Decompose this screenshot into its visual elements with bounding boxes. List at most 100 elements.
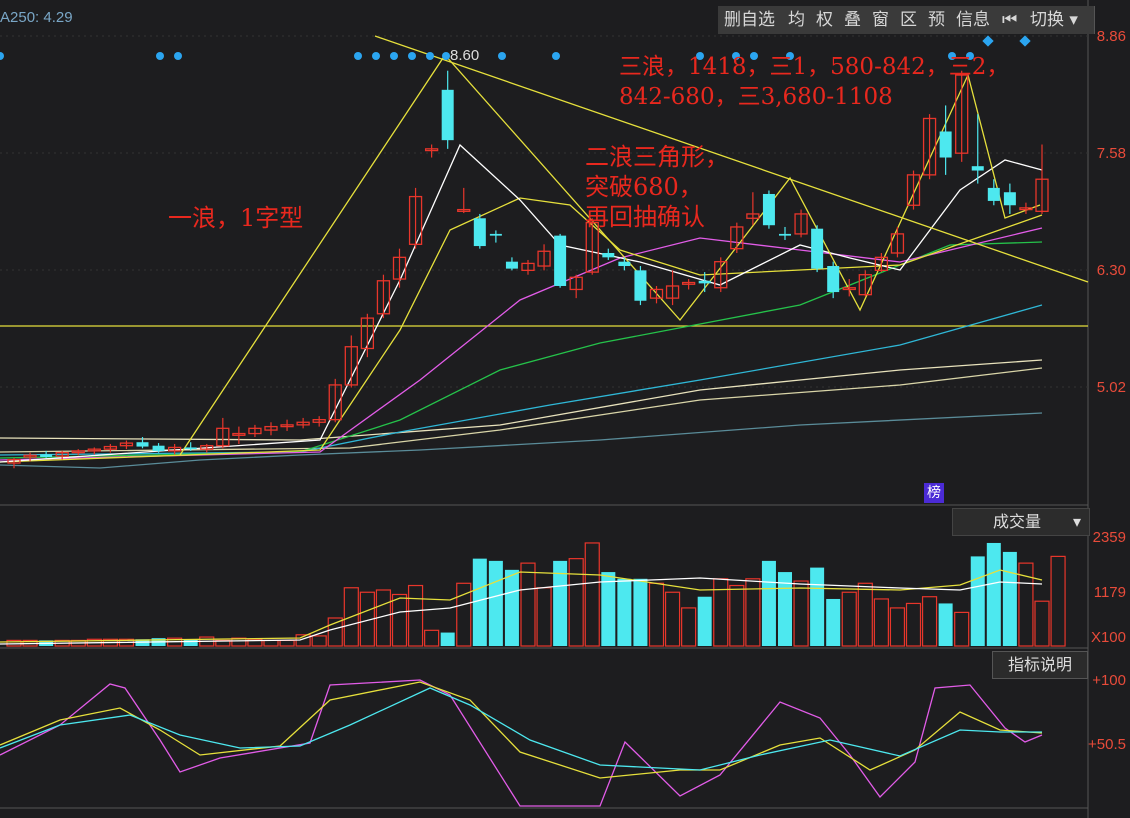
volume-bar (681, 607, 697, 647)
candle-body (698, 280, 711, 284)
volume-bar (793, 580, 809, 647)
volume-bar (311, 635, 327, 647)
candle-body (858, 274, 872, 296)
candle-body (87, 448, 101, 452)
indicator-k (0, 679, 1043, 807)
indicator-help-button[interactable]: 指标说明 (992, 651, 1088, 679)
candle-body (714, 261, 728, 289)
forecast-button[interactable]: 预 (922, 6, 952, 34)
candle-body (746, 213, 760, 219)
candle-body (119, 442, 134, 447)
signal-dot (426, 52, 434, 60)
candle-body (554, 235, 567, 286)
volume-bar (938, 603, 953, 646)
average-button[interactable]: 均 (782, 6, 812, 34)
ma-line (0, 412, 1043, 469)
signal-dot (156, 52, 164, 60)
candle-body (585, 221, 599, 273)
candle-body (167, 446, 182, 452)
candle-body (794, 213, 808, 235)
volume-bar (488, 560, 503, 646)
rights-button[interactable]: 权 (810, 6, 840, 34)
volume-bar (391, 593, 408, 647)
candle-body (328, 384, 342, 421)
signal-dot (0, 52, 4, 60)
candle-body (874, 256, 889, 272)
signal-dot (696, 52, 704, 60)
candle-body (827, 266, 840, 293)
rank-badge[interactable]: 榜 (924, 483, 944, 503)
candle-body (184, 447, 197, 450)
volume-bar (584, 542, 600, 647)
overlay-button[interactable]: 叠 (838, 6, 868, 34)
ma-line (0, 367, 1043, 453)
candle-body (40, 454, 53, 457)
candle-body (136, 442, 149, 447)
candle-body (71, 450, 85, 454)
volume-tick: 2359 (1092, 529, 1126, 546)
signal-dot (732, 52, 740, 60)
volume-tick: 1179 (1093, 584, 1126, 601)
candle-body (906, 174, 921, 206)
volume-ma (0, 569, 1043, 643)
switch-label: 切换 (1030, 10, 1064, 30)
volume-bar (472, 558, 487, 646)
signal-dot (442, 52, 450, 60)
candle-body (1003, 192, 1016, 206)
candle-body (216, 427, 230, 447)
ma250-label: A250: 4.29 (0, 9, 73, 26)
candle-body (665, 285, 680, 299)
volume-bar (617, 578, 632, 646)
signal-dot (354, 52, 362, 60)
candle-body (424, 148, 439, 152)
candle-body (730, 226, 744, 250)
candle-body (634, 270, 647, 301)
ma-line (0, 143, 1043, 463)
signal-dot (552, 52, 560, 60)
volume-bar (553, 560, 568, 646)
volume-bar (407, 584, 424, 647)
candle-body (344, 346, 358, 386)
volume-bar (247, 638, 263, 647)
wave2-annotation: 二浪三角形， 突破680， 再回抽确认 (585, 143, 729, 231)
candle-body (23, 454, 37, 458)
candle-body (955, 74, 969, 154)
indicator-tick: +100 (1092, 672, 1126, 689)
volume-bar (601, 572, 616, 646)
range-button[interactable]: 区 (894, 6, 924, 34)
volume-bar (873, 598, 889, 647)
volume-bar (183, 639, 198, 646)
candle-body (1019, 207, 1033, 211)
volume-bar (1050, 555, 1066, 647)
candle-body (1035, 178, 1049, 212)
candle-body (360, 317, 375, 350)
chevron-down-icon: ▾ (1072, 512, 1081, 531)
ma-line (0, 359, 1043, 441)
price-tick: 6.30 (1096, 262, 1126, 279)
candle-body (842, 287, 856, 291)
volume-selector[interactable]: 成交量 ▾ (952, 508, 1090, 536)
signal-dot (966, 52, 974, 60)
info-button[interactable]: 信息 (950, 6, 997, 34)
candle-body (312, 419, 326, 423)
window-button[interactable]: 窗 (866, 6, 896, 34)
candle-body (264, 425, 278, 431)
back-icon[interactable]: ⏮ (996, 6, 1027, 34)
volume-bar (568, 558, 584, 647)
volume-bar (1002, 551, 1017, 646)
volume-bar (761, 560, 776, 646)
signal-dot (948, 52, 956, 60)
volume-bar (504, 569, 519, 646)
wave3-annotation: 三浪，1418，三1，580-842，三2， 842-680，三3,680-11… (619, 54, 1010, 110)
switch-button[interactable]: 切换 ▾ (1024, 6, 1095, 34)
candle-body (376, 280, 391, 315)
indicator-j (0, 687, 1042, 771)
signal-diamond (1019, 35, 1031, 47)
candle-body (296, 421, 310, 426)
candle-body (569, 276, 583, 291)
remove-watchlist-button[interactable]: 删自选 (718, 6, 789, 34)
volume-selector-label: 成交量 (993, 512, 1042, 531)
